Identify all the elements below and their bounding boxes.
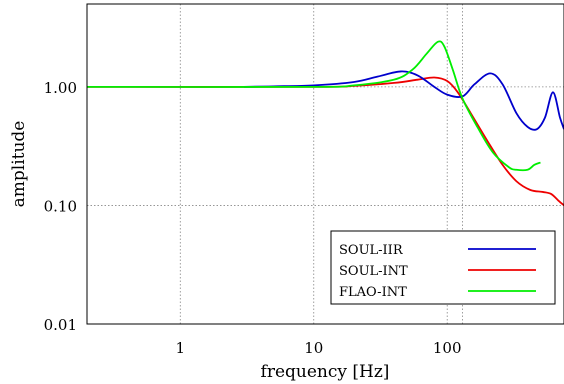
x-axis-label: frequency [Hz]	[261, 362, 390, 382]
y-tick-labels: 0.01 0.10 1.00	[44, 79, 77, 334]
series-lines	[86, 40, 564, 207]
series-line-flao-int	[86, 40, 541, 172]
series-line-soul-iir	[243, 70, 564, 131]
legend-label-soul-int: SOUL-INT	[339, 264, 408, 279]
x-tick-label-2: 100	[433, 339, 462, 357]
series-line-soul-int	[86, 76, 564, 207]
legend: SOUL-IIR SOUL-INT FLAO-INT	[330, 230, 556, 305]
x-tick-label-1: 10	[304, 339, 323, 357]
y-axis-label: amplitude	[9, 121, 29, 208]
x-tick-labels: 1 10 100	[176, 339, 462, 357]
x-tick-label-0: 1	[176, 339, 186, 357]
legend-label-soul-iir: SOUL-IIR	[339, 243, 404, 258]
y-tick-label-0: 0.01	[44, 316, 77, 334]
y-tick-label-2: 1.00	[44, 79, 77, 97]
plot-frame	[86, 3, 564, 325]
legend-label-flao-int: FLAO-INT	[339, 285, 407, 300]
y-tick-label-1: 0.10	[44, 197, 77, 215]
